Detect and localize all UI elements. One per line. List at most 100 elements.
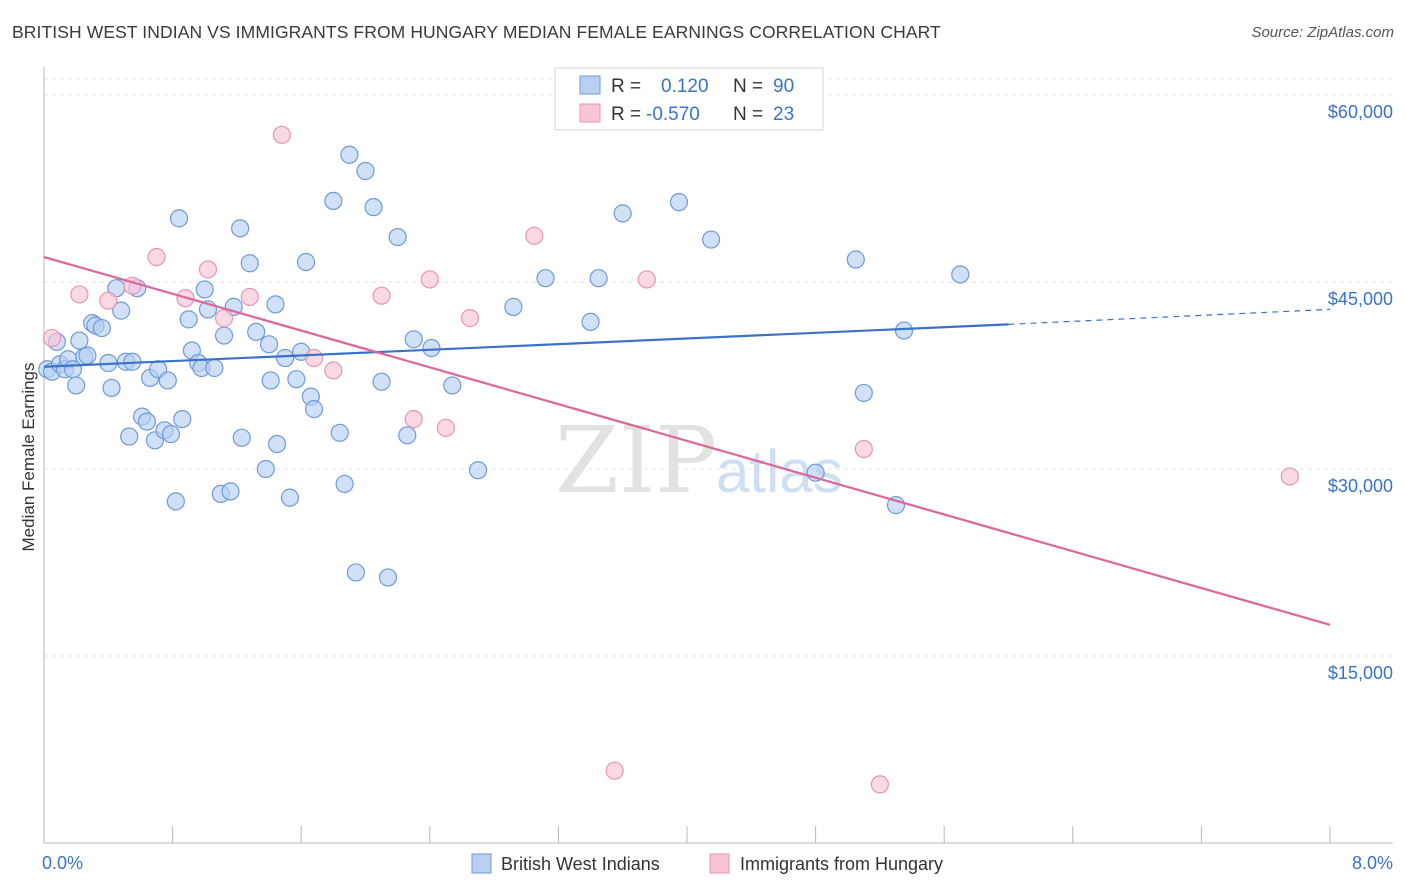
point-british-west-indian: [443, 376, 462, 395]
point-british-west-indian: [702, 230, 721, 249]
point-british-west-indian: [169, 209, 189, 228]
stats-r-value-blue: 0.120: [661, 76, 709, 97]
point-british-west-indian: [388, 227, 407, 247]
point-immigrant-hungary: [304, 348, 324, 368]
legend-swatch-pink: [709, 853, 730, 874]
point-british-west-indian: [504, 297, 523, 316]
point-british-west-indian: [179, 310, 198, 329]
point-british-west-indian: [261, 371, 280, 390]
point-immigrant-hungary: [99, 291, 118, 310]
point-british-west-indian: [894, 321, 914, 340]
point-british-west-indian: [304, 400, 324, 419]
point-immigrant-hungary: [605, 761, 624, 780]
point-british-west-indian: [280, 488, 300, 507]
axes: [43, 67, 1393, 844]
point-british-west-indian: [324, 191, 343, 211]
point-immigrant-hungary: [1280, 467, 1299, 486]
y-tick-label: $60,000: [1328, 102, 1393, 122]
point-british-west-indian: [240, 254, 259, 273]
point-british-west-indian: [951, 265, 970, 284]
stats-n-label-blue: N =: [733, 76, 763, 97]
point-british-west-indian: [137, 412, 156, 431]
point-immigrant-hungary: [525, 226, 544, 245]
point-british-west-indian: [247, 322, 266, 341]
series-british-west-indians: [38, 145, 970, 587]
point-immigrant-hungary: [460, 309, 480, 328]
point-british-west-indian: [404, 330, 423, 349]
trend-line-blue-extension: [1008, 308, 1331, 325]
point-british-west-indian: [120, 427, 139, 446]
stats-r-label-blue: R =: [611, 76, 641, 97]
point-immigrant-hungary: [870, 775, 890, 794]
chart-title: BRITISH WEST INDIAN VS IMMIGRANTS FROM H…: [12, 22, 941, 42]
point-british-west-indian: [102, 378, 121, 398]
point-british-west-indian: [92, 318, 111, 338]
watermark: ZIP atlas: [555, 407, 843, 514]
point-british-west-indian: [356, 161, 375, 181]
point-immigrant-hungary: [272, 125, 292, 144]
series-immigrants-from-hungary: [42, 125, 1299, 794]
point-immigrant-hungary: [420, 270, 439, 289]
stats-r-value-pink: -0.570: [646, 104, 700, 125]
point-british-west-indian: [259, 335, 279, 354]
point-immigrant-hungary: [214, 309, 234, 328]
y-tick-labels: $15,000 $30,000 $45,000 $60,000: [1328, 102, 1393, 683]
point-british-west-indian: [846, 250, 865, 269]
point-immigrant-hungary: [147, 247, 166, 267]
point-immigrant-hungary: [42, 328, 62, 348]
x-tick-max: 8.0%: [1352, 853, 1393, 873]
y-tick-label: $15,000: [1328, 663, 1393, 683]
point-immigrant-hungary: [854, 439, 873, 459]
y-axis-title: Median Female Earnings: [19, 363, 38, 552]
stats-n-label-pink: N =: [733, 104, 763, 125]
y-tick-label: $45,000: [1328, 289, 1393, 309]
point-immigrant-hungary: [198, 260, 218, 279]
point-british-west-indian: [276, 348, 295, 368]
point-british-west-indian: [468, 461, 488, 480]
point-british-west-indian: [232, 428, 251, 447]
series-legend: British West Indians Immigrants from Hun…: [471, 853, 943, 874]
point-british-west-indian: [589, 269, 608, 288]
point-british-west-indian: [267, 434, 287, 454]
point-british-west-indian: [536, 269, 555, 288]
point-british-west-indian: [854, 383, 873, 403]
trend-line-pink: [43, 255, 1331, 626]
point-immigrant-hungary: [324, 361, 343, 380]
y-tick-label: $30,000: [1328, 476, 1393, 496]
point-british-west-indian: [364, 198, 383, 217]
point-british-west-indian: [158, 371, 177, 390]
point-british-west-indian: [613, 204, 632, 223]
watermark-zip: ZIP: [555, 407, 717, 514]
legend-label-pink: Immigrants from Hungary: [740, 854, 943, 874]
point-immigrant-hungary: [372, 286, 391, 305]
point-british-west-indian: [669, 193, 689, 212]
point-british-west-indian: [581, 312, 600, 331]
point-british-west-indian: [256, 459, 275, 479]
stats-swatch-pink: [579, 103, 601, 123]
point-british-west-indian: [112, 301, 131, 320]
stats-n-value-pink: 23: [773, 104, 794, 125]
point-british-west-indian: [166, 492, 185, 511]
point-immigrant-hungary: [436, 418, 455, 437]
stats-swatch-blue: [579, 75, 601, 95]
point-immigrant-hungary: [404, 409, 423, 429]
point-british-west-indian: [335, 474, 354, 494]
point-british-west-indian: [287, 370, 306, 389]
x-tick-min: 0.0%: [42, 853, 83, 873]
gridlines: [44, 78, 1393, 657]
trend-line-blue: [43, 323, 1009, 368]
point-british-west-indian: [173, 409, 192, 429]
trend-lines: [43, 255, 1331, 626]
point-british-west-indian: [340, 145, 359, 164]
point-british-west-indian: [221, 482, 240, 501]
point-british-west-indian: [378, 568, 398, 587]
point-british-west-indian: [70, 331, 89, 350]
point-immigrant-hungary: [637, 270, 656, 289]
legend-label-blue: British West Indians: [501, 854, 660, 874]
stats-n-value-blue: 90: [773, 76, 794, 97]
point-immigrant-hungary: [240, 287, 259, 307]
point-british-west-indian: [205, 358, 224, 378]
point-british-west-indian: [161, 424, 181, 444]
point-british-west-indian: [346, 563, 365, 582]
